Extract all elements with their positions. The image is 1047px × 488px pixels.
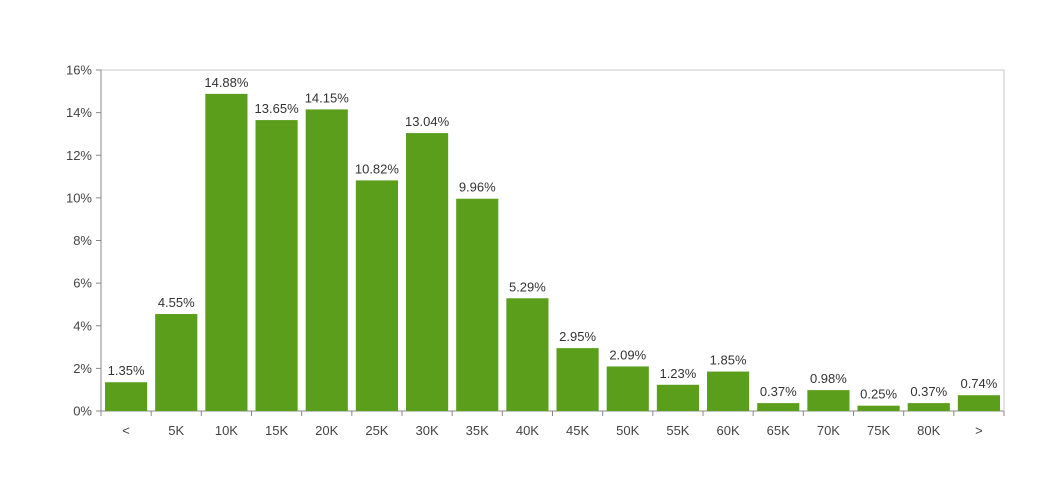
bar-value-label: 1.35%	[108, 363, 145, 378]
bar-value-label: 14.88%	[204, 75, 249, 90]
bar	[205, 93, 248, 412]
x-tick-label: 65K	[767, 423, 790, 438]
bar	[105, 382, 148, 411]
x-tick-label: 30K	[416, 423, 439, 438]
bar-value-label: 0.37%	[910, 384, 947, 399]
bar	[556, 348, 599, 411]
bar	[957, 395, 1000, 411]
bar-value-label: 13.65%	[255, 101, 300, 116]
x-tick-label: 5K	[168, 423, 184, 438]
x-tick-label: 50K	[616, 423, 639, 438]
bar	[506, 298, 549, 411]
bar	[355, 180, 398, 411]
bar-value-label: 13.04%	[405, 114, 450, 129]
bar	[857, 405, 900, 411]
x-tick-label: 60K	[717, 423, 740, 438]
y-tick-label: 0%	[73, 404, 92, 419]
bar	[807, 390, 850, 411]
x-tick-label: 75K	[867, 423, 890, 438]
bar-series	[105, 93, 1000, 412]
y-tick-label: 10%	[66, 190, 92, 205]
bar-value-label: 1.23%	[659, 366, 696, 381]
bar-value-label: 1.85%	[710, 353, 747, 368]
data-labels: 1.35% 4.55% 14.88% 13.65% 14.15% 10.82% 13.04%…	[108, 75, 998, 402]
bar-value-label: 9.96%	[459, 180, 496, 195]
bar-value-label: 0.37%	[760, 384, 797, 399]
bar-value-label: 10.82%	[355, 161, 400, 176]
bar-value-label: 0.25%	[860, 387, 897, 402]
y-tick-label: 4%	[73, 318, 92, 333]
y-tick-label: 16%	[66, 63, 92, 78]
y-tick-label: 14%	[66, 105, 92, 120]
bar-value-label: 5.29%	[509, 279, 546, 294]
x-tick-label: 25K	[365, 423, 388, 438]
bar-value-label: 0.74%	[960, 376, 997, 391]
bar	[907, 403, 950, 411]
x-tick-label: <	[122, 423, 130, 438]
y-tick-label: 8%	[73, 233, 92, 248]
x-tick-label: 55K	[666, 423, 689, 438]
bar-value-label: 2.95%	[559, 329, 596, 344]
x-tick-label: 20K	[315, 423, 338, 438]
y-tick-label: 12%	[66, 148, 92, 163]
bar-value-label: 14.15%	[305, 90, 350, 105]
y-axis: 0% 2% 4% 6% 8% 10% 12% 14% 16%	[66, 63, 102, 419]
x-axis: <5K 10K 15K 20K 25K 30K 35K 40K 45K 50K 55K 60K 65K 7…	[100, 410, 1005, 438]
x-tick-label: 45K	[566, 423, 589, 438]
bar	[606, 366, 649, 411]
bar	[456, 198, 499, 411]
bar	[656, 384, 699, 411]
bar	[155, 314, 198, 411]
bar	[406, 133, 449, 411]
bar-value-label: 4.55%	[158, 295, 195, 310]
y-tick-label: 6%	[73, 276, 92, 291]
y-tick-label: 2%	[73, 361, 92, 376]
bar-value-label: 2.09%	[609, 347, 646, 362]
x-tick-label: 35K	[466, 423, 489, 438]
x-tick-label: 15K	[265, 423, 288, 438]
bar	[255, 120, 298, 411]
bar	[707, 371, 750, 411]
bar	[305, 109, 348, 411]
x-tick-label: 70K	[817, 423, 840, 438]
x-tick-label: 10K	[215, 423, 238, 438]
x-tick-label: 40K	[516, 423, 539, 438]
bar	[757, 403, 800, 411]
x-tick-label: 80K	[917, 423, 940, 438]
x-tick-label: >	[975, 423, 983, 438]
bar-value-label: 0.98%	[810, 371, 847, 386]
